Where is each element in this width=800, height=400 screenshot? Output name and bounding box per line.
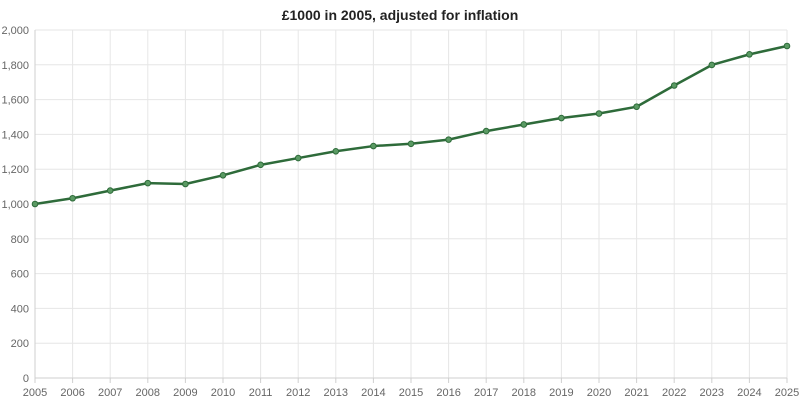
data-point xyxy=(445,136,452,143)
data-point xyxy=(520,121,528,128)
data-point xyxy=(633,103,640,111)
x-tick-label: 2021 xyxy=(624,387,648,399)
x-tick-label: 2008 xyxy=(136,387,160,399)
x-tick-label: 2005 xyxy=(23,387,47,399)
data-point xyxy=(407,140,415,148)
x-tick-label: 2019 xyxy=(549,387,573,399)
data-point xyxy=(332,147,340,155)
x-tick-label: 2024 xyxy=(737,387,761,399)
x-tick-label: 2006 xyxy=(60,387,84,399)
x-tick-label: 2018 xyxy=(512,387,536,399)
x-tick-label: 2022 xyxy=(662,387,686,399)
data-point xyxy=(294,154,302,162)
y-tick-label: 1,400 xyxy=(1,129,29,141)
data-point xyxy=(182,180,189,188)
data-point xyxy=(482,127,490,135)
x-tick-label: 2010 xyxy=(211,387,235,399)
x-tick-label: 2015 xyxy=(399,387,423,399)
x-tick-label: 2023 xyxy=(700,387,724,399)
x-tick-label: 2009 xyxy=(173,387,197,399)
data-point xyxy=(144,179,152,187)
grid-lines xyxy=(34,29,788,379)
y-axis-tick-labels: 0 200 400 600 800 1,000 1,200 1,400 1,600 1,800 2,… xyxy=(1,25,29,385)
chart-title: £1000 in 2005, adjusted for inflation xyxy=(282,7,519,23)
data-point xyxy=(219,171,227,179)
data-point xyxy=(670,82,678,89)
data-point xyxy=(783,42,791,50)
data-point xyxy=(746,51,753,58)
data-point xyxy=(595,110,603,117)
x-tick-label: 2011 xyxy=(249,387,273,399)
x-tick-label: 2014 xyxy=(361,387,385,399)
y-tick-label: 800 xyxy=(11,234,29,246)
y-tick-label: 600 xyxy=(11,269,29,281)
x-tick-label: 2013 xyxy=(324,387,348,399)
x-tick-label: 2025 xyxy=(775,387,799,399)
x-tick-label: 2017 xyxy=(474,387,498,399)
y-tick-label: 1,600 xyxy=(1,95,29,107)
x-tick-label: 2016 xyxy=(436,387,460,399)
x-tick-label: 2012 xyxy=(286,387,310,399)
data-point xyxy=(370,142,377,150)
data-markers xyxy=(31,42,791,208)
data-point xyxy=(69,194,76,202)
y-tick-label: 1,200 xyxy=(1,164,29,176)
data-point xyxy=(708,61,716,69)
data-point xyxy=(31,200,39,208)
y-tick-label: 0 xyxy=(23,373,29,385)
y-tick-label: 1,000 xyxy=(1,199,29,211)
y-tick-label: 400 xyxy=(11,303,29,315)
x-axis-tick-labels: 2005 2006 2007 2008 2009 2010 2011 2012 2013 2014… xyxy=(23,387,799,399)
data-point xyxy=(257,161,264,169)
y-tick-label: 1,800 xyxy=(1,60,29,72)
x-tick-label: 2007 xyxy=(98,387,122,399)
data-point xyxy=(106,187,114,194)
x-tick-label: 2020 xyxy=(587,387,611,399)
y-tick-label: 200 xyxy=(11,338,29,350)
data-point xyxy=(558,114,565,122)
y-tick-label: 2,000 xyxy=(1,25,29,37)
